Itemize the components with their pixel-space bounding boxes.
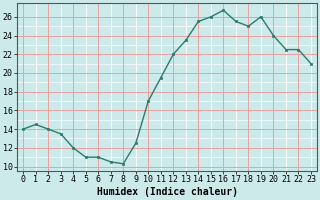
X-axis label: Humidex (Indice chaleur): Humidex (Indice chaleur) xyxy=(97,187,237,197)
